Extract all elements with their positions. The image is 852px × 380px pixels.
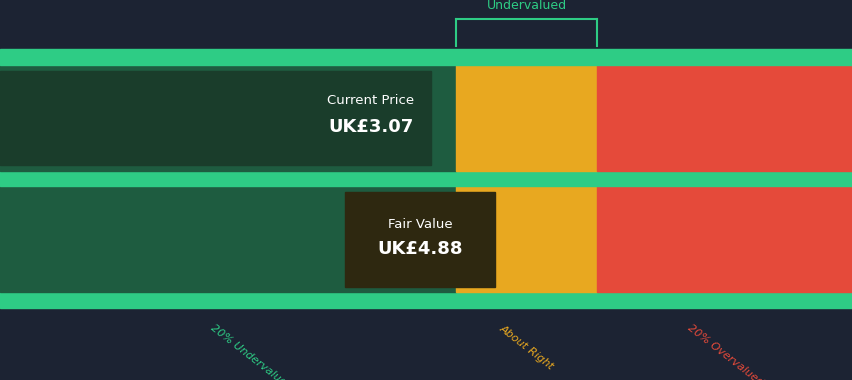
Bar [0, 49, 852, 65]
Bar [0, 65, 456, 171]
Text: About Right: About Right [498, 323, 555, 371]
Text: UK£3.07: UK£3.07 [328, 119, 413, 136]
Bar [456, 186, 596, 292]
Text: Current Price: Current Price [327, 94, 414, 107]
Bar [0, 292, 852, 308]
Bar [0, 171, 852, 186]
Text: Undervalued: Undervalued [486, 0, 566, 12]
Text: Fair Value: Fair Value [388, 218, 452, 231]
Bar [596, 186, 852, 292]
Text: UK£4.88: UK£4.88 [377, 240, 463, 258]
Text: 20% Overvalued: 20% Overvalued [684, 323, 764, 380]
Bar [456, 65, 596, 171]
Text: 20% Undervalued: 20% Undervalued [209, 323, 293, 380]
Bar [0, 71, 430, 165]
Bar [596, 65, 852, 171]
Bar [345, 192, 494, 287]
Bar [0, 186, 456, 292]
